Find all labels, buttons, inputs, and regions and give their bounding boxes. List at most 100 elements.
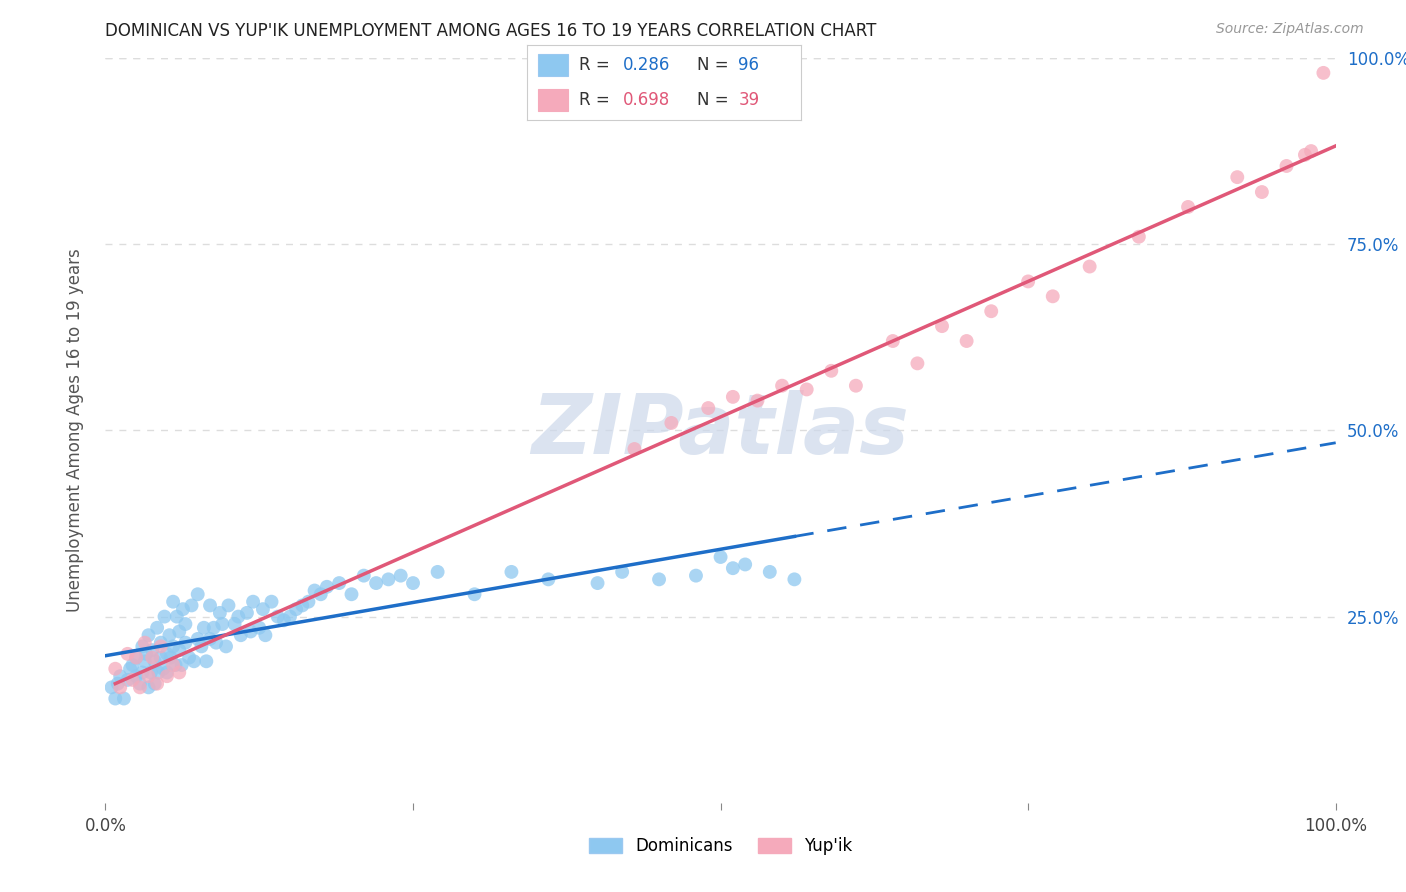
Point <box>796 383 818 397</box>
Point <box>134 654 156 668</box>
Point <box>747 393 769 408</box>
Point <box>721 390 744 404</box>
Point <box>149 650 172 665</box>
Point <box>501 565 523 579</box>
Point <box>783 573 806 587</box>
Point <box>1312 66 1334 80</box>
Point <box>721 561 744 575</box>
Point <box>770 378 793 392</box>
Text: ZIPatlas: ZIPatlas <box>531 390 910 471</box>
Point <box>179 650 201 665</box>
Point <box>242 595 264 609</box>
Point <box>228 609 250 624</box>
Point <box>165 658 187 673</box>
Point <box>141 643 163 657</box>
Point <box>153 609 176 624</box>
Point <box>174 635 197 649</box>
Point <box>340 587 363 601</box>
Point <box>139 665 162 680</box>
Point <box>882 334 904 348</box>
Point <box>1078 260 1101 274</box>
Point <box>254 628 277 642</box>
Point <box>138 628 160 642</box>
Point <box>208 606 231 620</box>
Point <box>697 401 720 415</box>
Point <box>107 676 129 690</box>
Point <box>1128 229 1150 244</box>
Point <box>309 587 332 601</box>
Point <box>117 647 139 661</box>
Point <box>129 681 152 695</box>
Point <box>278 609 301 624</box>
Point <box>224 617 246 632</box>
Point <box>661 416 683 430</box>
Text: N =: N = <box>697 91 734 109</box>
Point <box>143 654 166 668</box>
Point <box>134 635 156 649</box>
Text: R =: R = <box>579 91 616 109</box>
Point <box>162 640 184 654</box>
Point <box>169 643 191 657</box>
Point <box>121 673 143 687</box>
Point <box>759 565 782 579</box>
Point <box>648 573 671 587</box>
Point <box>104 662 127 676</box>
Point <box>131 640 153 654</box>
Point <box>156 647 179 661</box>
Point <box>229 628 252 642</box>
Point <box>389 568 412 582</box>
Point <box>907 356 929 370</box>
Text: Source: ZipAtlas.com: Source: ZipAtlas.com <box>1216 22 1364 37</box>
Point <box>198 632 221 646</box>
Point <box>141 650 163 665</box>
Point <box>1177 200 1199 214</box>
Point <box>120 662 141 676</box>
Text: 96: 96 <box>738 56 759 74</box>
Text: 0.698: 0.698 <box>623 91 671 109</box>
Point <box>273 613 295 627</box>
Point <box>125 650 148 665</box>
Point <box>202 621 225 635</box>
Point <box>734 558 756 572</box>
Point <box>187 632 209 646</box>
Point <box>162 658 184 673</box>
Text: N =: N = <box>697 56 734 74</box>
Point <box>172 602 194 616</box>
Point <box>125 669 148 683</box>
Y-axis label: Unemployment Among Ages 16 to 19 years: Unemployment Among Ages 16 to 19 years <box>66 249 84 612</box>
Point <box>297 595 319 609</box>
Point <box>110 669 132 683</box>
Point <box>377 573 399 587</box>
Point <box>1251 185 1274 199</box>
Point <box>1042 289 1064 303</box>
Point <box>610 565 633 579</box>
Point <box>180 599 202 613</box>
Point <box>149 640 172 654</box>
Point <box>956 334 979 348</box>
Point <box>426 565 449 579</box>
Point <box>247 621 270 635</box>
Point <box>131 665 153 680</box>
Text: 0.286: 0.286 <box>623 56 671 74</box>
Point <box>586 576 609 591</box>
Point <box>1301 144 1323 158</box>
Point <box>117 673 139 687</box>
Point <box>148 665 170 680</box>
Point <box>174 617 197 632</box>
Point <box>110 681 132 695</box>
Point <box>162 595 184 609</box>
Point <box>623 442 645 456</box>
Point <box>211 617 233 632</box>
Point <box>304 583 326 598</box>
Point <box>152 662 174 676</box>
Point <box>1275 159 1298 173</box>
Text: R =: R = <box>579 56 616 74</box>
Point <box>193 621 215 635</box>
Point <box>183 654 205 668</box>
Point <box>1226 170 1249 185</box>
Point <box>328 576 350 591</box>
Point <box>159 628 180 642</box>
Point <box>464 587 486 601</box>
Point <box>845 378 868 392</box>
Point <box>187 587 209 601</box>
